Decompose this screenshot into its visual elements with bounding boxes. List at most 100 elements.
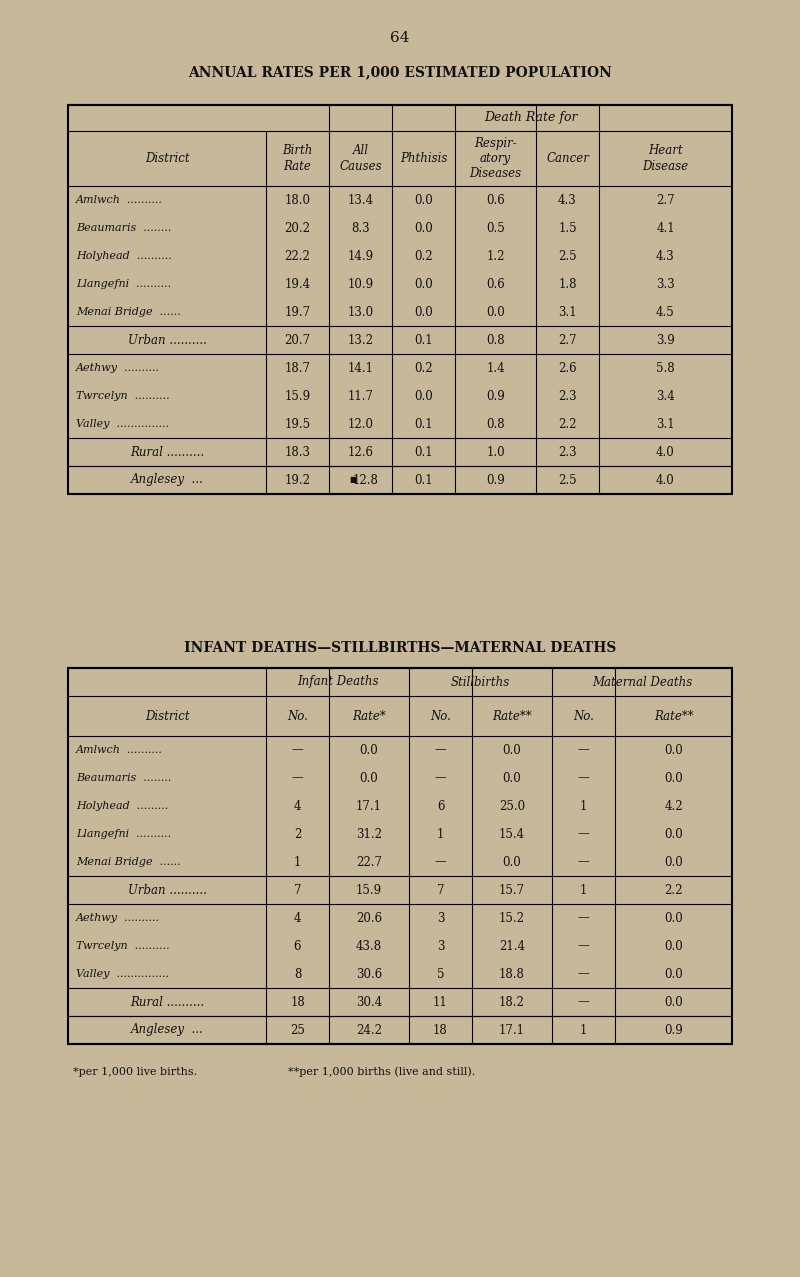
Text: District: District — [145, 710, 190, 723]
Text: 20.2: 20.2 — [285, 221, 310, 235]
Text: 0.0: 0.0 — [486, 305, 505, 318]
Text: 21.4: 21.4 — [499, 940, 525, 953]
Text: —: — — [292, 771, 303, 784]
Text: 0.6: 0.6 — [486, 277, 505, 290]
Text: 12.0: 12.0 — [347, 418, 374, 430]
Text: 25: 25 — [290, 1023, 305, 1037]
Text: 14.1: 14.1 — [347, 361, 374, 374]
Text: 0.9: 0.9 — [486, 474, 505, 487]
Text: Rural ..........: Rural .......... — [130, 996, 204, 1009]
Text: 3.4: 3.4 — [656, 389, 675, 402]
Text: **per 1,000 births (live and still).: **per 1,000 births (live and still). — [288, 1066, 475, 1078]
Text: 0.0: 0.0 — [502, 771, 522, 784]
Text: 0.0: 0.0 — [360, 743, 378, 756]
Text: 1.2: 1.2 — [486, 249, 505, 263]
Text: —: — — [434, 743, 446, 756]
Text: 0.0: 0.0 — [664, 912, 683, 925]
Text: Urban ..........: Urban .......... — [127, 884, 206, 896]
Text: 6: 6 — [437, 799, 444, 812]
Text: 30.6: 30.6 — [356, 968, 382, 981]
Text: 7: 7 — [437, 884, 444, 896]
Text: 0.0: 0.0 — [664, 827, 683, 840]
Text: 19.7: 19.7 — [285, 305, 310, 318]
Text: 8.3: 8.3 — [351, 221, 370, 235]
Text: Holyhead  .........: Holyhead ......... — [76, 801, 168, 811]
Text: 7: 7 — [294, 884, 302, 896]
Text: Rural ..........: Rural .......... — [130, 446, 204, 458]
Text: 0.6: 0.6 — [486, 194, 505, 207]
Text: —: — — [578, 856, 590, 868]
Text: 1.5: 1.5 — [558, 221, 577, 235]
Text: —: — — [578, 940, 590, 953]
Text: Anglesey  ...: Anglesey ... — [130, 1023, 203, 1037]
Text: 64: 64 — [390, 31, 410, 45]
Text: 6: 6 — [294, 940, 302, 953]
Text: 43.8: 43.8 — [356, 940, 382, 953]
Text: 18.8: 18.8 — [499, 968, 525, 981]
Text: 0.9: 0.9 — [664, 1023, 683, 1037]
Bar — [68, 105, 732, 494]
Text: Menai Bridge  ......: Menai Bridge ...... — [76, 857, 181, 867]
Text: Respir-
atory
Diseases: Respir- atory Diseases — [470, 137, 522, 180]
Text: 18.3: 18.3 — [285, 446, 310, 458]
Text: Phthisis: Phthisis — [400, 152, 447, 165]
Text: 12.8: 12.8 — [353, 474, 378, 487]
Text: No.: No. — [287, 710, 308, 723]
Text: —: — — [578, 771, 590, 784]
Text: Maternal Deaths: Maternal Deaths — [592, 676, 692, 688]
Text: Amlwch  ..........: Amlwch .......... — [76, 744, 163, 755]
Text: 1: 1 — [437, 827, 444, 840]
Text: 3.1: 3.1 — [558, 305, 577, 318]
Text: Rate**: Rate** — [654, 710, 694, 723]
Text: 3.1: 3.1 — [656, 418, 675, 430]
Text: Death Rate for: Death Rate for — [484, 111, 578, 124]
Text: 0.0: 0.0 — [502, 856, 522, 868]
Text: Twrcelyn  ..........: Twrcelyn .......... — [76, 391, 170, 401]
Text: 3: 3 — [437, 912, 444, 925]
Text: Heart
Disease: Heart Disease — [642, 144, 689, 172]
Text: District: District — [145, 152, 190, 165]
Text: 1.8: 1.8 — [558, 277, 577, 290]
Text: All
Causes: All Causes — [339, 144, 382, 172]
Text: Beaumaris  ........: Beaumaris ........ — [76, 223, 171, 232]
Text: 17.1: 17.1 — [499, 1023, 525, 1037]
Text: 31.2: 31.2 — [356, 827, 382, 840]
Text: 0.0: 0.0 — [414, 277, 433, 290]
Text: 0.5: 0.5 — [486, 221, 505, 235]
Text: —: — — [434, 771, 446, 784]
Text: 19.5: 19.5 — [285, 418, 310, 430]
Text: —: — — [578, 968, 590, 981]
Text: 2.2: 2.2 — [664, 884, 682, 896]
Text: 19.2: 19.2 — [285, 474, 310, 487]
Text: 22.7: 22.7 — [356, 856, 382, 868]
Text: *per 1,000 live births.: *per 1,000 live births. — [73, 1068, 197, 1077]
Text: 14.9: 14.9 — [347, 249, 374, 263]
Text: 4.3: 4.3 — [656, 249, 675, 263]
Text: —: — — [434, 856, 446, 868]
Text: 30.4: 30.4 — [356, 996, 382, 1009]
Text: 0.1: 0.1 — [414, 333, 433, 346]
Text: 2: 2 — [294, 827, 301, 840]
Text: 5: 5 — [437, 968, 444, 981]
Text: 1: 1 — [294, 856, 301, 868]
Text: 15.4: 15.4 — [499, 827, 525, 840]
Text: Aethwy  ..........: Aethwy .......... — [76, 913, 160, 923]
Text: 20.7: 20.7 — [285, 333, 310, 346]
Text: 4.3: 4.3 — [558, 194, 577, 207]
Text: 5.8: 5.8 — [656, 361, 675, 374]
Text: 0.0: 0.0 — [414, 389, 433, 402]
Text: 8: 8 — [294, 968, 301, 981]
Text: 2.5: 2.5 — [558, 474, 577, 487]
Text: 13.0: 13.0 — [347, 305, 374, 318]
Text: 2.7: 2.7 — [558, 333, 577, 346]
Text: 20.6: 20.6 — [356, 912, 382, 925]
Text: 15.9: 15.9 — [356, 884, 382, 896]
Text: 18.0: 18.0 — [285, 194, 310, 207]
Text: Menai Bridge  ......: Menai Bridge ...... — [76, 306, 181, 317]
Text: 18.2: 18.2 — [499, 996, 525, 1009]
Text: 4: 4 — [294, 912, 302, 925]
Text: Holyhead  ..........: Holyhead .......... — [76, 252, 172, 261]
Bar — [68, 668, 732, 1045]
Text: 2.7: 2.7 — [656, 194, 675, 207]
Text: 25.0: 25.0 — [499, 799, 525, 812]
